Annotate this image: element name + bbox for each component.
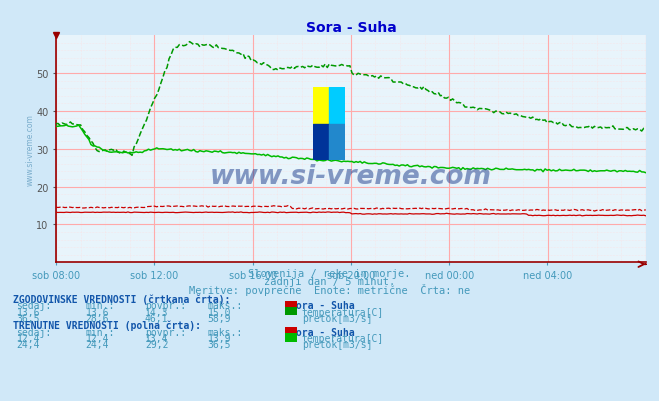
Text: 13,4: 13,4 xyxy=(145,334,169,344)
Text: povpr.:: povpr.: xyxy=(145,327,186,337)
Text: pretok[m3/s]: pretok[m3/s] xyxy=(302,340,372,350)
Text: sedaj:: sedaj: xyxy=(16,327,51,337)
Text: temperatura[C]: temperatura[C] xyxy=(302,308,384,318)
Text: 15,0: 15,0 xyxy=(208,308,231,318)
Text: min.:: min.: xyxy=(86,301,115,311)
Text: 28,6: 28,6 xyxy=(86,314,109,324)
Text: 12,4: 12,4 xyxy=(16,334,40,344)
Text: 36,5: 36,5 xyxy=(16,314,40,324)
Text: 13,9: 13,9 xyxy=(208,334,231,344)
Text: temperatura[C]: temperatura[C] xyxy=(302,334,384,344)
Text: Slovenija / reke in morje.: Slovenija / reke in morje. xyxy=(248,269,411,279)
Text: povpr.:: povpr.: xyxy=(145,301,186,311)
Text: min.:: min.: xyxy=(86,327,115,337)
Text: Sora - Suha: Sora - Suha xyxy=(290,327,355,337)
Text: 58,9: 58,9 xyxy=(208,314,231,324)
Text: 46,1: 46,1 xyxy=(145,314,169,324)
Text: maks.:: maks.: xyxy=(208,327,243,337)
Text: Meritve: povprečne  Enote: metrične  Črta: ne: Meritve: povprečne Enote: metrične Črta:… xyxy=(189,283,470,295)
Y-axis label: www.si-vreme.com: www.si-vreme.com xyxy=(26,113,35,185)
Text: 29,2: 29,2 xyxy=(145,340,169,350)
Text: 13,6: 13,6 xyxy=(86,308,109,318)
Text: pretok[m3/s]: pretok[m3/s] xyxy=(302,314,372,324)
Text: maks.:: maks.: xyxy=(208,301,243,311)
Text: ZGODOVINSKE VREDNOSTI (črtkana črta):: ZGODOVINSKE VREDNOSTI (črtkana črta): xyxy=(13,294,231,304)
Text: www.si-vreme.com: www.si-vreme.com xyxy=(210,164,492,190)
Text: 14,3: 14,3 xyxy=(145,308,169,318)
Text: TRENUTNE VREDNOSTI (polna črta):: TRENUTNE VREDNOSTI (polna črta): xyxy=(13,320,201,330)
Text: zadnji dan / 5 minut.: zadnji dan / 5 minut. xyxy=(264,276,395,286)
Text: Sora - Suha: Sora - Suha xyxy=(290,301,355,311)
Text: 24,4: 24,4 xyxy=(86,340,109,350)
Text: 24,4: 24,4 xyxy=(16,340,40,350)
Title: Sora - Suha: Sora - Suha xyxy=(306,21,396,35)
Text: 12,4: 12,4 xyxy=(86,334,109,344)
Text: sedaj:: sedaj: xyxy=(16,301,51,311)
Text: 36,5: 36,5 xyxy=(208,340,231,350)
Text: 13,6: 13,6 xyxy=(16,308,40,318)
